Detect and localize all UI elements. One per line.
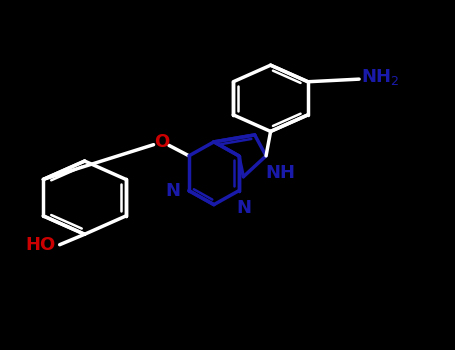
Text: HO: HO (26, 236, 56, 254)
Text: N: N (166, 182, 181, 200)
Text: O: O (154, 133, 169, 151)
Text: NH$_2$: NH$_2$ (361, 68, 400, 88)
Text: NH: NH (265, 163, 295, 182)
Text: N: N (236, 199, 251, 217)
